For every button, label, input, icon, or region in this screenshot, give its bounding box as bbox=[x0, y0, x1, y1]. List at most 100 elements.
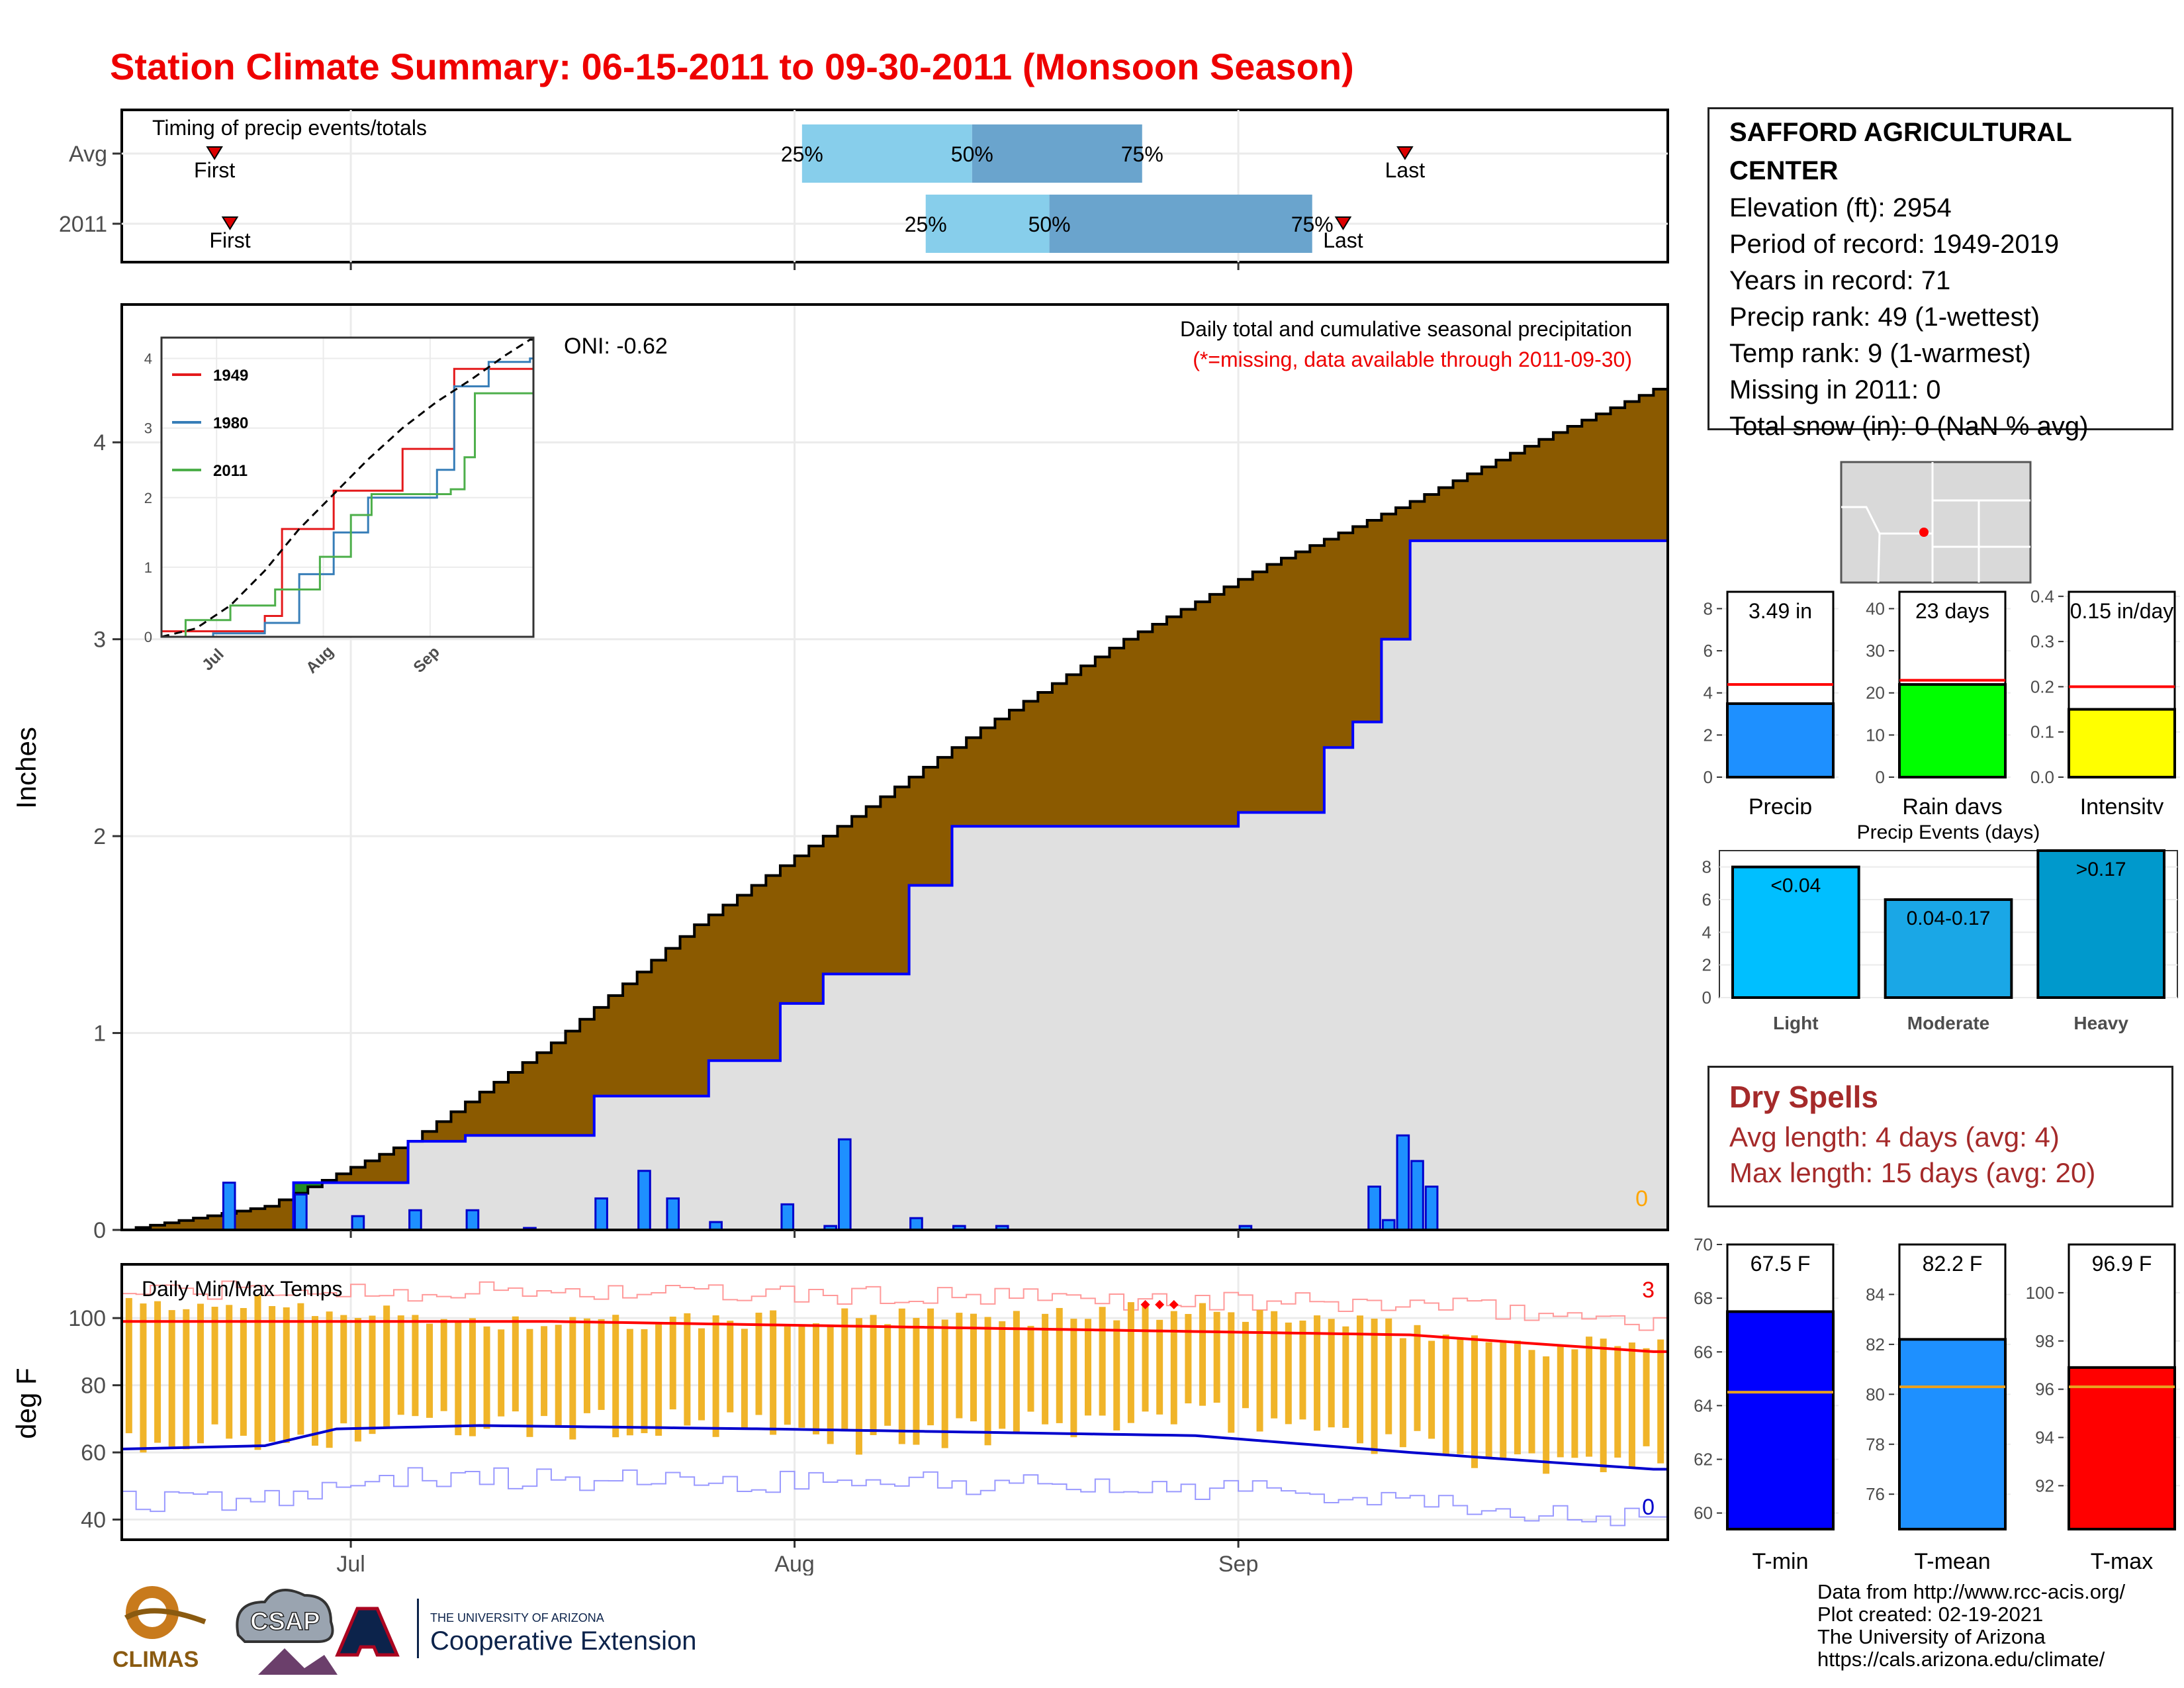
daily-temp-bar bbox=[984, 1317, 991, 1446]
daily-temp-bar bbox=[855, 1318, 862, 1455]
daily-temp-bar bbox=[1242, 1321, 1249, 1409]
inset-panel bbox=[161, 338, 533, 637]
avg-min-line bbox=[121, 1424, 1668, 1471]
timing-marker bbox=[206, 146, 223, 160]
daily-temp-bar bbox=[898, 1308, 905, 1444]
daily-temp-bar bbox=[125, 1297, 132, 1434]
daily-temp-bar bbox=[641, 1329, 648, 1434]
daily-precip-bar bbox=[1424, 1186, 1439, 1231]
daily-temp-bar bbox=[1471, 1335, 1478, 1468]
event-category-label: Light bbox=[1773, 1013, 1818, 1033]
daily-temp-bar bbox=[1643, 1348, 1650, 1446]
timing-quantile-label: 25% bbox=[905, 212, 947, 236]
daily-precip-bar bbox=[408, 1209, 422, 1231]
event-bar bbox=[1731, 865, 1860, 999]
summary-value-label: 82.2 F bbox=[1923, 1252, 1983, 1276]
inset-y-tick-label: 0 bbox=[144, 629, 152, 645]
precip-chart: 0 1 2 3 4 Daily total and cumulative seasonal… bbox=[11, 303, 1669, 1243]
summary-bar bbox=[1898, 1338, 2007, 1530]
summary-bar-label: T-mean bbox=[1914, 1549, 1990, 1574]
timing-bar-q50-q75 bbox=[1049, 195, 1312, 253]
credit-url: https://cals.arizona.edu/climate/ bbox=[1817, 1648, 2105, 1671]
daily-temp-bar bbox=[1543, 1356, 1550, 1474]
daily-temp-bar bbox=[1013, 1311, 1020, 1432]
precip-y-tick-label: 0 bbox=[93, 1218, 106, 1243]
summary-bar-label: Rain days bbox=[1902, 794, 2002, 814]
timing-marker bbox=[1396, 146, 1414, 160]
daily-temp-bar bbox=[927, 1308, 934, 1426]
small-y-tick-label: 0 bbox=[1876, 767, 1885, 787]
x-tick-label: Aug bbox=[774, 1552, 815, 1575]
daily-temp-bar bbox=[1657, 1339, 1664, 1464]
daily-temp-bar bbox=[612, 1315, 619, 1438]
small-y-tick-label: 30 bbox=[1866, 641, 1885, 661]
daily-temp-bar bbox=[1285, 1322, 1292, 1425]
daily-temp-bar bbox=[1299, 1320, 1306, 1420]
temp-y-tick-label: 80 bbox=[81, 1374, 106, 1399]
event-range-label: 0.04-0.17 bbox=[1907, 908, 1991, 929]
temp-panel-border bbox=[120, 1263, 1669, 1541]
temp-panel-bg bbox=[122, 1264, 1668, 1540]
inset-series-line bbox=[161, 392, 533, 638]
inset-series-line bbox=[161, 338, 533, 638]
precip-y-tick-label: 4 bbox=[93, 430, 106, 455]
timing-bar-q50-q75 bbox=[972, 124, 1142, 183]
small-y-tick-label: 8 bbox=[1704, 598, 1713, 618]
daily-precip-bar bbox=[294, 1193, 308, 1231]
summary-value-label: 3.49 in bbox=[1749, 599, 1812, 623]
daily-temp-bar bbox=[526, 1329, 533, 1437]
climas-logo: CLIMAS bbox=[113, 1586, 206, 1672]
summary-bar bbox=[1898, 683, 2007, 778]
small-y-tick-label: 66 bbox=[1694, 1342, 1713, 1362]
small-y-tick-label: 70 bbox=[1694, 1235, 1713, 1254]
daily-temp-bar bbox=[1099, 1307, 1106, 1416]
surplus-area bbox=[308, 1182, 322, 1187]
daily-temp-bar bbox=[240, 1308, 247, 1436]
daily-temp-bar bbox=[1371, 1319, 1378, 1454]
precip-inset: 0 1 2 3 4 Jul Aug Sep 1949 1980 2011 bbox=[144, 336, 535, 677]
summary-bar bbox=[1726, 702, 1835, 778]
small-y-tick-label: 68 bbox=[1694, 1288, 1713, 1308]
daily-temp-bar bbox=[440, 1319, 447, 1411]
temp-chart: 40 60 80 100 Jul Aug Sep Daily Min/Max Temps 3 0 d… bbox=[11, 1263, 1669, 1575]
daily-temp-bar bbox=[755, 1313, 762, 1415]
daily-temp-bar bbox=[498, 1329, 505, 1417]
daily-precip-bar bbox=[222, 1182, 236, 1231]
timing-marker-label: First bbox=[209, 228, 250, 252]
small-y-tick-label: 98 bbox=[2035, 1331, 2054, 1351]
small-y-tick-label: 0.2 bbox=[2030, 677, 2054, 696]
temp-y-tick-label: 40 bbox=[81, 1508, 106, 1533]
timing-quantile-label: 25% bbox=[781, 142, 823, 166]
daily-temp-bar bbox=[1042, 1313, 1049, 1425]
daily-temp-bar bbox=[512, 1316, 519, 1412]
inset-series-line bbox=[161, 367, 533, 633]
summary-bar bbox=[2068, 1366, 2176, 1530]
daily-temp-bar bbox=[941, 1319, 948, 1448]
events-y-tick-label: 8 bbox=[1702, 857, 1711, 877]
timing-marker-label: Last bbox=[1323, 228, 1363, 252]
daily-precip-bar bbox=[1381, 1219, 1396, 1231]
small-y-tick-label: 4 bbox=[1704, 683, 1713, 703]
small-y-tick-label: 100 bbox=[2026, 1283, 2054, 1303]
station-period: Period of record: 1949-2019 bbox=[1729, 230, 2060, 259]
daily-precip-bar bbox=[1396, 1134, 1410, 1231]
precip-y-tick-label: 3 bbox=[93, 628, 106, 653]
daily-temp-bar bbox=[1314, 1315, 1321, 1431]
daily-precip-bar bbox=[837, 1138, 852, 1231]
daily-temp-bar bbox=[412, 1315, 419, 1417]
summary-bar bbox=[2068, 708, 2176, 778]
small-y-tick-label: 10 bbox=[1866, 725, 1885, 745]
timing-bar-q25-q50 bbox=[925, 195, 1050, 253]
inset-y-tick-label: 3 bbox=[144, 420, 152, 437]
daily-temp-bar bbox=[354, 1317, 361, 1442]
small-y-tick-label: 62 bbox=[1694, 1450, 1713, 1470]
record-min-line bbox=[122, 1467, 1668, 1528]
daily-precip-bar bbox=[1410, 1160, 1424, 1231]
record-high-marker bbox=[1155, 1299, 1165, 1309]
daily-temp-bar bbox=[1528, 1350, 1535, 1454]
precip-missing-note: (*=missing, data available through 2011-… bbox=[1193, 348, 1632, 371]
credit-university: The University of Arizona bbox=[1817, 1625, 2046, 1648]
timing-title: Timing of precip events/totals bbox=[152, 116, 427, 140]
small-y-tick-label: 0.0 bbox=[2030, 767, 2054, 787]
daily-temp-bar bbox=[269, 1306, 276, 1442]
